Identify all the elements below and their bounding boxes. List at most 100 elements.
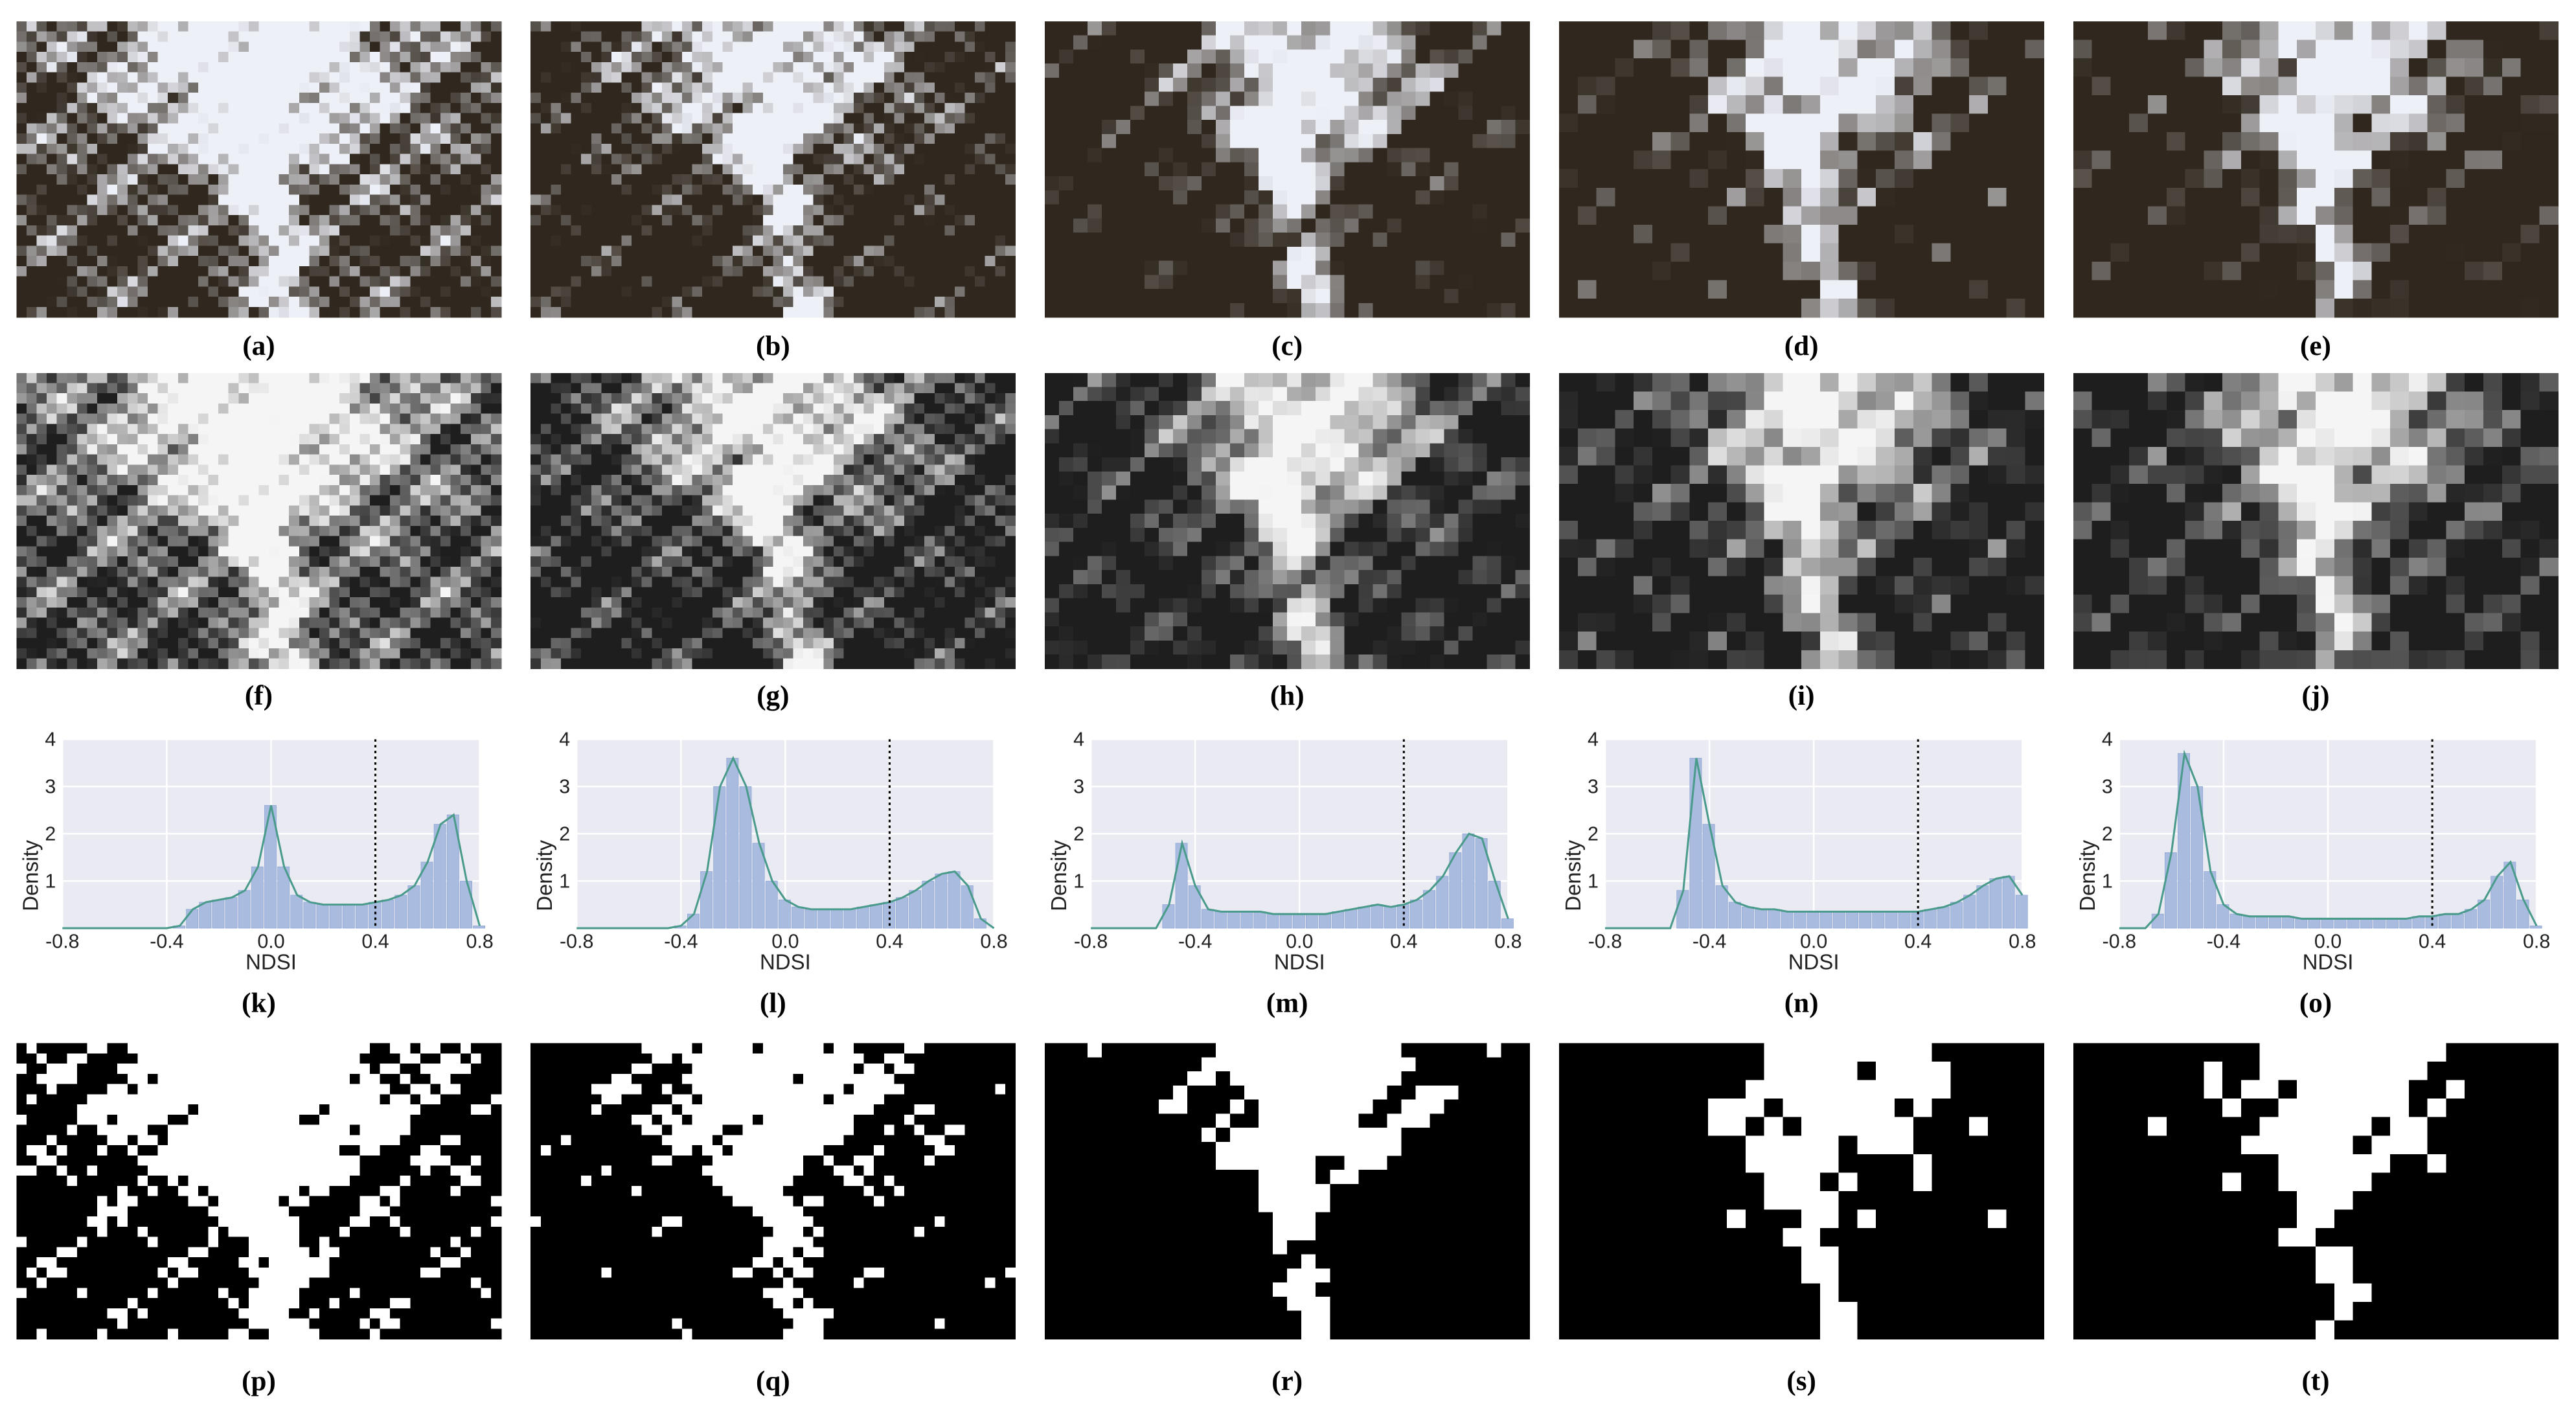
pixel	[672, 143, 683, 155]
pixel	[87, 372, 98, 384]
pixel	[954, 205, 966, 216]
pixel	[168, 154, 179, 165]
pixel	[127, 484, 139, 496]
pixel	[208, 424, 219, 435]
pixel	[481, 113, 492, 124]
pixel	[2465, 224, 2484, 244]
pixel	[400, 143, 411, 155]
pixel	[168, 475, 179, 486]
pixel	[1005, 154, 1016, 165]
pixel	[1764, 261, 1784, 281]
pixel	[137, 62, 148, 73]
pixel	[641, 306, 653, 318]
pixel	[56, 215, 68, 226]
pixel	[540, 235, 552, 247]
pixel	[954, 306, 966, 318]
pixel	[1558, 150, 1579, 170]
pixel	[1577, 206, 1597, 225]
pixel	[117, 21, 128, 32]
pixel	[36, 266, 47, 277]
pixel	[995, 256, 1006, 267]
pixel	[87, 464, 98, 475]
pixel	[319, 82, 330, 93]
pixel	[1287, 176, 1302, 191]
pixel	[632, 62, 643, 73]
pixel	[1615, 243, 1634, 262]
pixel	[954, 164, 966, 175]
pixel	[2025, 169, 2044, 188]
pixel	[2297, 187, 2316, 207]
pixel	[793, 21, 804, 32]
pixel	[1059, 246, 1074, 262]
pixel	[1273, 260, 1288, 276]
pixel	[954, 143, 966, 155]
pixel	[632, 113, 643, 124]
pixel	[258, 306, 269, 318]
pixel	[2334, 243, 2354, 262]
pixel	[2185, 40, 2205, 59]
pixel	[611, 62, 622, 73]
pixel	[1145, 21, 1159, 36]
pixel	[208, 256, 219, 267]
pixel	[742, 225, 753, 236]
pixel	[1059, 133, 1074, 149]
pixel	[67, 235, 78, 247]
pixel	[2259, 58, 2279, 78]
pixel	[2502, 58, 2522, 78]
pixel	[883, 225, 895, 236]
pixel	[652, 82, 663, 93]
pixel	[621, 93, 632, 104]
pixel	[874, 93, 885, 104]
pixel	[157, 184, 168, 196]
pixel	[722, 174, 733, 185]
pixel	[1472, 49, 1488, 64]
pixel	[1415, 218, 1431, 233]
pixel	[2334, 280, 2354, 299]
pixel	[36, 62, 47, 73]
pixel	[571, 72, 582, 84]
pixel	[742, 62, 753, 73]
pixel	[1634, 169, 1653, 188]
pixel	[450, 31, 461, 43]
pixel	[904, 52, 915, 63]
pixel	[107, 72, 119, 84]
pixel	[470, 475, 482, 486]
pixel	[561, 215, 572, 226]
pixel	[299, 444, 310, 455]
pixel	[762, 164, 774, 175]
pixel	[530, 82, 541, 93]
pixel	[450, 475, 461, 486]
pixel	[1801, 58, 1821, 78]
pixel	[148, 393, 159, 404]
pixel	[56, 372, 68, 384]
pixel	[26, 205, 38, 216]
pixel	[854, 276, 865, 288]
pixel	[269, 256, 280, 267]
pixel	[702, 31, 713, 43]
pixel	[16, 143, 27, 155]
pixel	[1059, 49, 1074, 64]
pixel	[854, 82, 865, 93]
pixel	[1913, 206, 1933, 225]
pixel	[672, 93, 683, 104]
pixel	[682, 72, 693, 84]
pixel	[1472, 233, 1488, 247]
pixel	[157, 205, 168, 216]
pixel	[1273, 35, 1288, 51]
pixel	[894, 225, 905, 236]
pixel	[390, 393, 401, 404]
pixel	[470, 41, 482, 52]
pixel	[97, 31, 108, 43]
pixel	[611, 154, 622, 165]
pixel	[1652, 169, 1672, 188]
pixel	[1515, 289, 1531, 304]
pixel	[1073, 91, 1088, 107]
pixel	[742, 123, 753, 134]
pixel	[450, 444, 461, 455]
pixel	[1202, 275, 1216, 290]
pixel	[1764, 150, 1784, 170]
pixel	[76, 154, 88, 165]
pixel	[349, 235, 361, 247]
pixel	[1577, 76, 1597, 96]
pixel	[601, 194, 612, 206]
